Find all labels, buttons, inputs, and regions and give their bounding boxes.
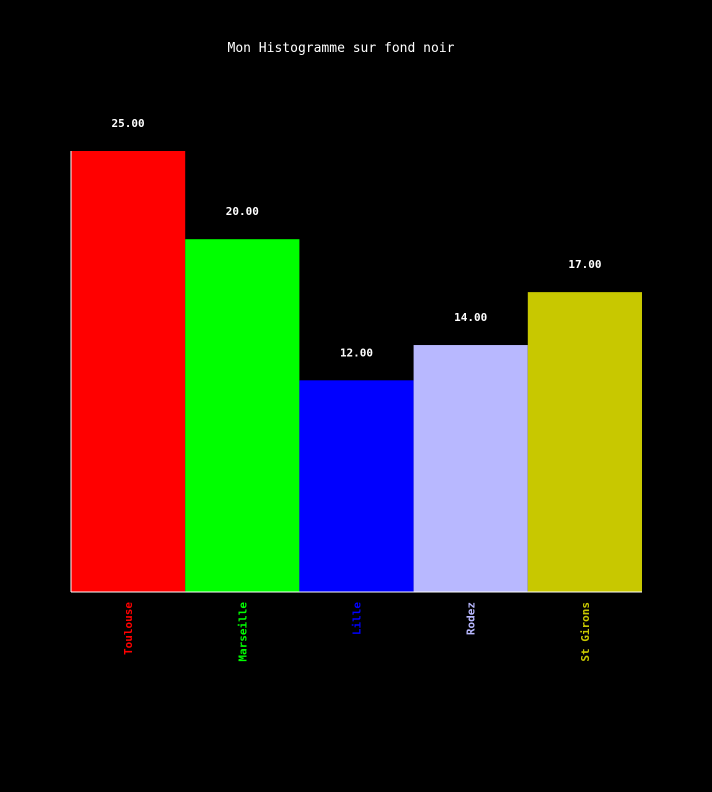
bar-rodez: [413, 345, 528, 592]
value-label: 25.00: [112, 117, 145, 130]
bars-group: [71, 151, 642, 592]
category-labels-group: Toulouse Marseille Lille Rodez St Girons: [122, 602, 592, 662]
bar-st-girons: [527, 292, 642, 592]
bar-lille: [299, 380, 414, 592]
category-label: Marseille: [236, 602, 249, 662]
value-label: 14.00: [454, 311, 487, 324]
chart-title: Mon Histogramme sur fond noir: [228, 41, 455, 56]
bar-marseille: [185, 239, 300, 592]
value-label: 12.00: [340, 346, 373, 359]
bar-toulouse: [71, 151, 186, 592]
category-label: Lille: [351, 602, 364, 635]
category-label: Toulouse: [122, 602, 135, 655]
value-labels-group: 25.00 20.00 12.00 14.00 17.00: [112, 117, 602, 359]
category-label: Rodez: [465, 602, 478, 635]
value-label: 17.00: [568, 258, 601, 271]
category-label: St Girons: [579, 602, 592, 662]
value-label: 20.00: [226, 205, 259, 218]
